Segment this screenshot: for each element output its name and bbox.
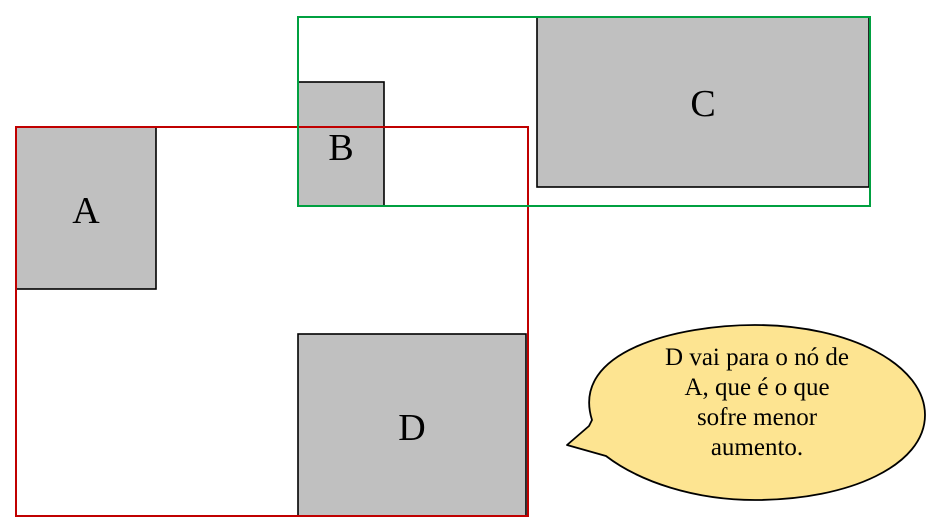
- bounding-box-red: [15, 126, 529, 517]
- speech-bubble: [566, 324, 926, 501]
- rect-a: [15, 126, 157, 290]
- bounding-box-green: [297, 16, 871, 207]
- rect-b: [297, 81, 385, 207]
- label-a: A: [72, 190, 100, 232]
- callout-text: D vai para o nó de A, que é o que sofre …: [650, 343, 864, 463]
- callout-line: sofre menor: [696, 404, 818, 431]
- rect-d: [297, 333, 527, 517]
- callout-line: D vai para o nó de: [665, 344, 849, 371]
- callout-line: A, que é o que: [684, 374, 830, 401]
- callout-line: aumento.: [710, 434, 804, 461]
- label-b: B: [328, 127, 354, 169]
- label-d: D: [398, 407, 426, 449]
- label-c: C: [690, 83, 716, 125]
